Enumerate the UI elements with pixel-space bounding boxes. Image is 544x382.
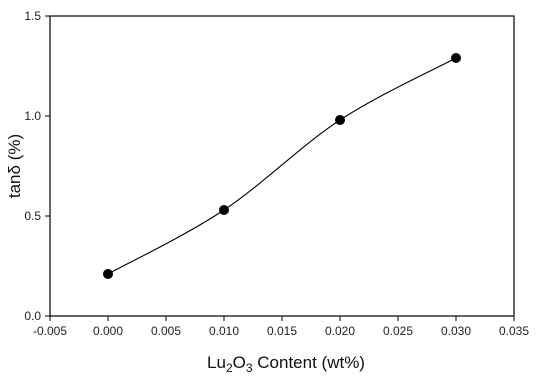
y-tick-label: 0.0 bbox=[24, 309, 41, 323]
x-tick-label: 0.025 bbox=[383, 324, 413, 338]
x-tick-label: 0.010 bbox=[209, 324, 239, 338]
axis-ticks: -0.005 0.000 0.005 0.010 0.015 0.020 0.025 0.03… bbox=[24, 9, 529, 338]
x-tick-label: 0.000 bbox=[93, 324, 123, 338]
series-line bbox=[107, 57, 457, 275]
series-points bbox=[103, 53, 461, 279]
x-tick-label: 0.030 bbox=[441, 324, 471, 338]
x-tick-label: 0.020 bbox=[325, 324, 355, 338]
y-tick-label: 0.5 bbox=[24, 209, 41, 223]
data-point bbox=[335, 115, 345, 125]
x-axis-title-part: Lu bbox=[207, 353, 226, 372]
x-axis-title-part: Content (wt%) bbox=[253, 353, 365, 372]
x-tick-label: 0.015 bbox=[267, 324, 297, 338]
x-axis-title-subscript: 3 bbox=[246, 361, 253, 375]
x-tick-label: -0.005 bbox=[33, 324, 67, 338]
x-axis-title: Lu2O3 Content (wt%) bbox=[207, 353, 365, 375]
y-axis-title: tanδ (%) bbox=[5, 134, 24, 198]
data-point bbox=[219, 205, 229, 215]
y-tick-label: 1.0 bbox=[24, 109, 41, 123]
x-tick-label: 0.035 bbox=[499, 324, 529, 338]
data-point bbox=[103, 269, 113, 279]
x-axis-title-part: O bbox=[233, 353, 246, 372]
data-point bbox=[451, 53, 461, 63]
x-tick-label: 0.005 bbox=[151, 324, 181, 338]
x-axis-title-subscript: 2 bbox=[226, 361, 233, 375]
plot-axes bbox=[49, 15, 515, 317]
plot-frame bbox=[49, 15, 515, 317]
series-curve bbox=[107, 57, 457, 275]
y-tick-label: 1.5 bbox=[24, 9, 41, 23]
